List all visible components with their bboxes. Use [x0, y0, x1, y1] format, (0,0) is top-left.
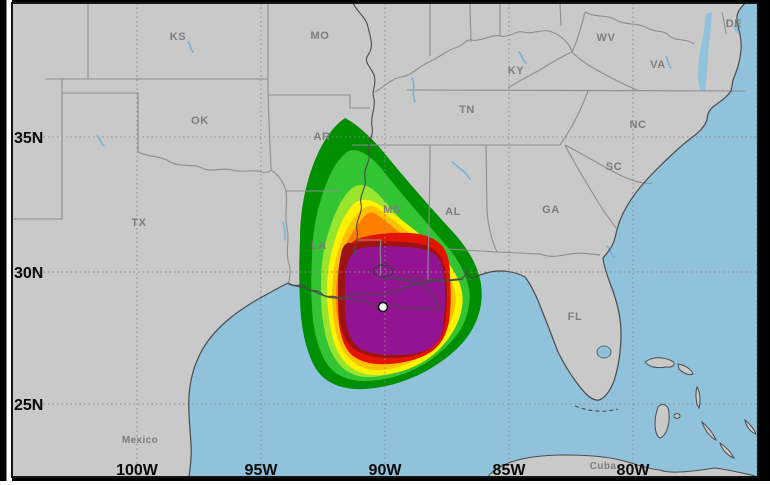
state-label-wv: WV: [597, 32, 616, 44]
state-label-al: AL: [445, 206, 461, 218]
state-label-va: VA: [650, 59, 666, 71]
country-label-cuba: Cuba: [590, 461, 617, 472]
country-label-mexico: Mexico: [122, 435, 158, 446]
state-label-tn: TN: [459, 104, 475, 116]
lon-label-95w: 95W: [245, 462, 279, 479]
storm-center-dot: [377, 301, 389, 313]
mississippi-river: [352, 3, 376, 257]
state-label-ga: GA: [542, 204, 560, 216]
map-frame: [11, 2, 759, 478]
probability-band-9: [345, 246, 445, 355]
state-label-mo: MO: [311, 30, 330, 42]
state-label-ar: AR: [313, 131, 330, 143]
map-labels: KS MO OK AR TX TN KY WV VA NC SC GA AL M…: [122, 18, 742, 472]
bottom-margin: [0, 481, 770, 485]
left-margin: [6, 0, 12, 485]
cuba: [487, 454, 758, 477]
axis-labels: 35N 30N 25N 100W 95W 90W 85W 80W: [14, 130, 650, 479]
lon-label-85w: 85W: [493, 462, 527, 479]
lon-label-90w: 90W: [369, 462, 403, 479]
lat-label-30n: 30N: [14, 265, 43, 282]
delaware-bay: [733, 12, 746, 34]
state-label-fl: FL: [568, 311, 583, 323]
louisiana-delta: [288, 264, 464, 311]
map-layers: KS MO OK AR TX TN KY WV VA NC SC GA AL M…: [12, 3, 758, 477]
florida-keys: [574, 405, 619, 412]
state-label-ms: MS: [383, 204, 401, 216]
lon-label-100w: 100W: [116, 462, 159, 479]
state-label-sc: SC: [606, 161, 622, 173]
islands: [487, 357, 758, 477]
lake-okeechobee: [596, 345, 612, 359]
state-label-tx: TX: [131, 217, 146, 229]
lon-label-80w: 80W: [617, 462, 651, 479]
lake-pontchartrain: [372, 264, 394, 278]
state-label-la: LA: [311, 240, 327, 252]
state-label-nc: NC: [629, 119, 646, 131]
state-label-ky: KY: [508, 65, 525, 77]
rivers: [96, 41, 672, 258]
chesapeake-bay: [698, 12, 712, 92]
coastline: [188, 3, 746, 477]
state-label-de: DE: [726, 18, 742, 30]
state-label-ok: OK: [191, 115, 209, 127]
lat-label-25n: 25N: [14, 397, 43, 414]
lat-label-35n: 35N: [14, 130, 43, 147]
state-label-ks: KS: [170, 31, 186, 43]
graticule: [12, 3, 758, 477]
